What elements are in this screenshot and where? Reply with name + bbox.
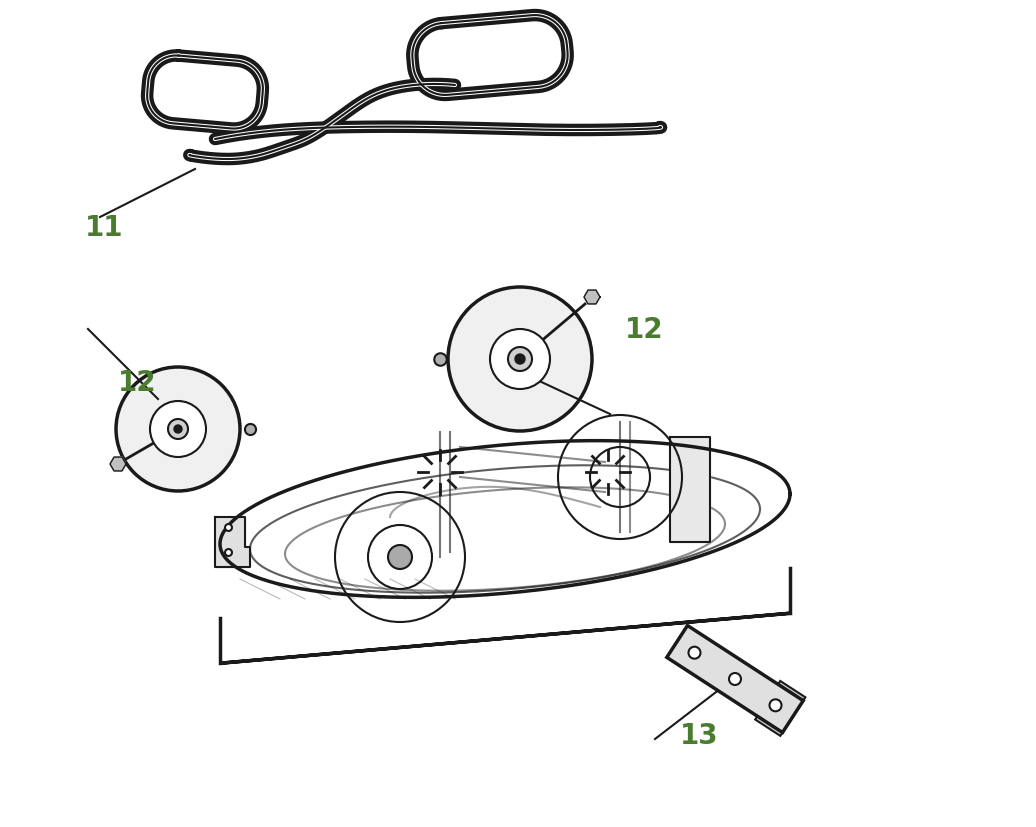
Text: 11: 11 (85, 213, 123, 241)
Text: 13: 13 (680, 721, 719, 749)
Polygon shape (755, 681, 805, 736)
Circle shape (116, 367, 240, 491)
Polygon shape (667, 626, 803, 733)
Text: 12: 12 (625, 316, 664, 343)
Text: 12: 12 (118, 369, 156, 396)
Circle shape (168, 419, 188, 439)
Polygon shape (584, 291, 600, 304)
Circle shape (388, 545, 412, 569)
Circle shape (150, 402, 206, 457)
Circle shape (770, 700, 781, 711)
Circle shape (174, 425, 182, 433)
Circle shape (508, 347, 533, 371)
Polygon shape (670, 437, 710, 543)
Circle shape (515, 355, 525, 365)
Circle shape (689, 647, 700, 659)
Circle shape (448, 288, 592, 432)
Circle shape (729, 673, 741, 686)
Polygon shape (110, 457, 126, 471)
Circle shape (490, 330, 550, 390)
Polygon shape (215, 518, 250, 567)
